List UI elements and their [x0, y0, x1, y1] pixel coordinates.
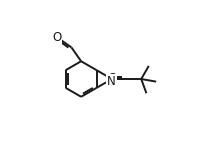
- Text: O: O: [52, 31, 61, 44]
- Text: S: S: [108, 72, 116, 85]
- Text: N: N: [107, 75, 116, 88]
